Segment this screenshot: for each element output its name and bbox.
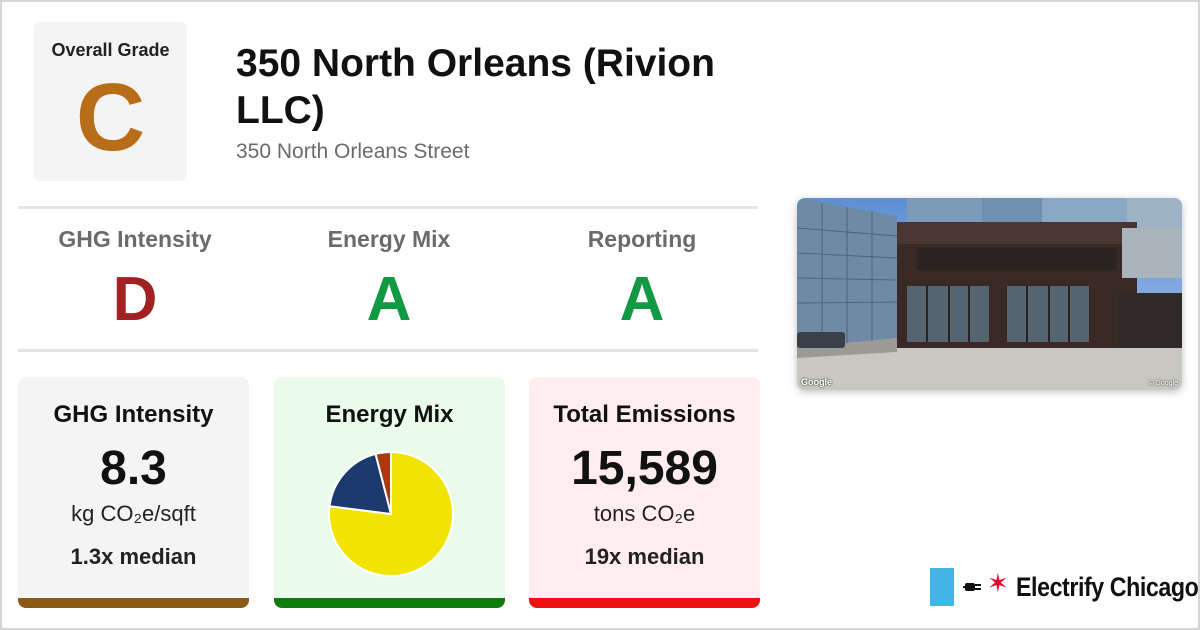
overall-grade-letter: C bbox=[75, 64, 146, 171]
metric-label: Reporting bbox=[587, 226, 697, 252]
card-value: 15,589 bbox=[571, 442, 718, 495]
card-accent-bar bbox=[18, 598, 249, 608]
metric-energy-mix: Energy Mix A bbox=[274, 226, 504, 331]
card-title: GHG Intensity bbox=[53, 401, 214, 428]
plug-icon bbox=[963, 583, 981, 591]
metric-label: Energy Mix bbox=[327, 226, 451, 252]
street-view-photo: Google © Google bbox=[797, 198, 1182, 390]
divider-top bbox=[18, 206, 758, 209]
metric-grade: D bbox=[112, 265, 158, 334]
ghg-intensity-card: GHG Intensity 8.3 kg CO₂e/sqft 1.3x medi… bbox=[18, 377, 249, 608]
building-photo-illustration bbox=[797, 198, 1182, 390]
overall-grade-box: Overall Grade C bbox=[34, 22, 187, 181]
building-address: 350 North Orleans Street bbox=[236, 140, 470, 163]
card-median: 1.3x median bbox=[70, 544, 197, 569]
card-title: Energy Mix bbox=[325, 401, 454, 428]
pie-slice-2 bbox=[374, 450, 392, 515]
metric-reporting: Reporting A bbox=[527, 226, 757, 331]
brand-name: Electrify Chicago bbox=[1016, 572, 1199, 602]
overall-grade-label: Overall Grade bbox=[51, 40, 170, 60]
energy-mix-pie-chart bbox=[328, 450, 454, 577]
card-accent-bar bbox=[274, 598, 505, 608]
brand-square bbox=[930, 568, 954, 606]
metric-grade: A bbox=[619, 265, 665, 334]
card-unit: tons CO₂e bbox=[593, 501, 696, 526]
card-value: 8.3 bbox=[100, 442, 167, 495]
chicago-star-icon: ✶ bbox=[987, 568, 1009, 598]
divider-middle bbox=[18, 349, 758, 352]
building-name: 350 North Orleans (Rivion LLC) bbox=[236, 42, 715, 132]
pie-slice-1 bbox=[328, 452, 393, 516]
energy-mix-card: Energy Mix bbox=[274, 377, 505, 608]
card-unit: kg CO₂e/sqft bbox=[71, 501, 196, 526]
google-copyright: © Google bbox=[1148, 380, 1178, 387]
metric-label: GHG Intensity bbox=[58, 226, 212, 252]
metric-grade: A bbox=[366, 265, 412, 334]
card-accent-bar bbox=[529, 598, 760, 608]
google-watermark: Google bbox=[801, 377, 832, 387]
card-title: Total Emissions bbox=[553, 401, 736, 428]
metric-ghg-intensity: GHG Intensity D bbox=[20, 226, 250, 331]
total-emissions-card: Total Emissions 15,589 tons CO₂e 19x med… bbox=[529, 377, 760, 608]
card-median: 19x median bbox=[584, 544, 705, 569]
